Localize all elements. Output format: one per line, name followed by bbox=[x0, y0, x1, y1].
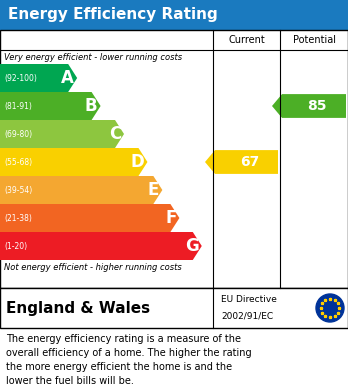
Bar bbox=[0, 0, 348, 30]
Text: 2002/91/EC: 2002/91/EC bbox=[221, 312, 273, 321]
Bar bbox=[0, 30, 348, 288]
Text: D: D bbox=[131, 153, 144, 171]
Text: C: C bbox=[109, 125, 121, 143]
Text: E: E bbox=[148, 181, 159, 199]
Text: Very energy efficient - lower running costs: Very energy efficient - lower running co… bbox=[4, 52, 182, 61]
Text: G: G bbox=[185, 237, 199, 255]
Circle shape bbox=[316, 294, 344, 322]
Text: (69-80): (69-80) bbox=[4, 129, 32, 138]
Text: (1-20): (1-20) bbox=[4, 242, 27, 251]
Bar bbox=[0, 288, 348, 328]
Polygon shape bbox=[0, 232, 202, 260]
Text: F: F bbox=[165, 209, 176, 227]
Text: (21-38): (21-38) bbox=[4, 213, 32, 222]
Polygon shape bbox=[0, 92, 101, 120]
Text: B: B bbox=[85, 97, 97, 115]
Text: 67: 67 bbox=[240, 155, 259, 169]
Text: EU Directive: EU Directive bbox=[221, 296, 277, 305]
Text: Energy Efficiency Rating: Energy Efficiency Rating bbox=[8, 7, 218, 23]
Text: The energy efficiency rating is a measure of the
overall efficiency of a home. T: The energy efficiency rating is a measur… bbox=[6, 334, 252, 386]
Text: (55-68): (55-68) bbox=[4, 158, 32, 167]
Text: A: A bbox=[61, 69, 74, 87]
Text: England & Wales: England & Wales bbox=[6, 301, 150, 316]
Polygon shape bbox=[205, 150, 278, 174]
Text: (92-100): (92-100) bbox=[4, 74, 37, 83]
Text: Current: Current bbox=[228, 35, 265, 45]
Polygon shape bbox=[0, 148, 148, 176]
Text: (81-91): (81-91) bbox=[4, 102, 32, 111]
Text: Potential: Potential bbox=[293, 35, 335, 45]
Polygon shape bbox=[272, 94, 346, 118]
Text: Not energy efficient - higher running costs: Not energy efficient - higher running co… bbox=[4, 262, 182, 271]
Polygon shape bbox=[0, 204, 180, 232]
Polygon shape bbox=[0, 176, 163, 204]
Polygon shape bbox=[0, 120, 124, 148]
Text: (39-54): (39-54) bbox=[4, 185, 32, 194]
Text: 85: 85 bbox=[307, 99, 327, 113]
Polygon shape bbox=[0, 64, 77, 92]
